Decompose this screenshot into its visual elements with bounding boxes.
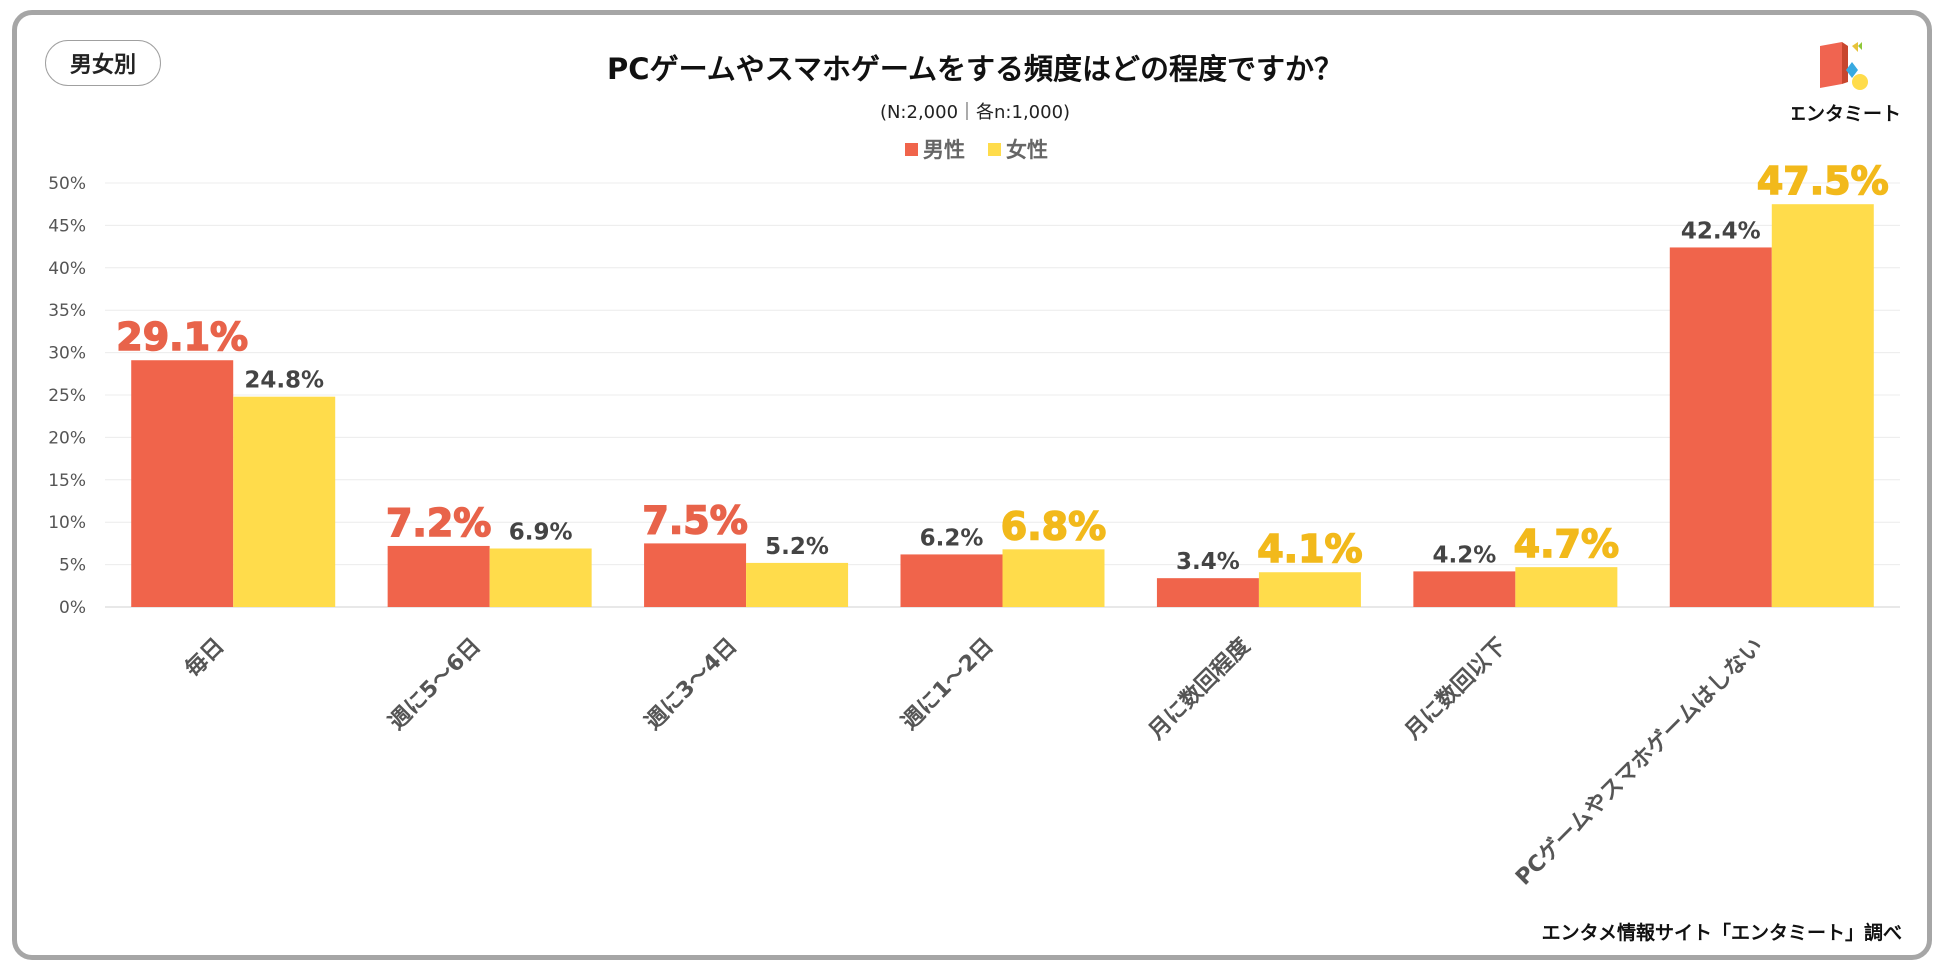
y-tick-label: 30%: [48, 344, 86, 364]
chart-subtitle: (N:2,000｜各n:1,000): [879, 102, 1071, 123]
bar-male: [900, 554, 1003, 607]
bar-female: [233, 396, 336, 607]
data-label: 4.1%: [1257, 527, 1362, 571]
y-tick-label: 0%: [59, 598, 86, 618]
segment-badge: 男女別: [45, 40, 161, 86]
bar-female: [1515, 567, 1618, 607]
legend-swatch: [988, 143, 1001, 156]
x-tick-label: 週に3～4日: [641, 634, 743, 736]
data-label: 7.5%: [642, 498, 747, 542]
chart-title: PCゲームやスマホゲームをする頻度はどの程度ですか？: [607, 52, 1343, 86]
y-tick-label: 20%: [48, 428, 86, 448]
data-label: 29.1%: [116, 315, 248, 359]
data-label: 5.2%: [765, 534, 829, 560]
x-tick-label: 月に数回以下: [1399, 633, 1511, 745]
legend: 男性 女性: [905, 138, 1048, 162]
bar-male: [1413, 571, 1516, 607]
bar-male: [131, 360, 234, 607]
data-label: 7.2%: [386, 501, 491, 545]
x-tick-label: 週に5～6日: [384, 634, 486, 736]
bar-female: [746, 562, 849, 607]
bar-female: [1771, 204, 1874, 607]
data-label: 42.4%: [1681, 218, 1761, 244]
y-tick-label: 35%: [48, 301, 86, 321]
bar-male: [1156, 578, 1259, 607]
data-label: 3.4%: [1176, 549, 1240, 575]
data-label: 4.7%: [1514, 522, 1619, 566]
legend-swatch: [905, 143, 918, 156]
y-tick-label: 45%: [48, 216, 86, 236]
entameet-logo-icon: エンタミート: [1792, 42, 1901, 125]
value-labels: 29.1% 24.8% 7.2% 6.9% 7.5% 5.2% 6.2% 6.8% 3.4% 4.…: [116, 158, 1890, 575]
legend-label: 女性: [1006, 138, 1048, 162]
y-tick-label: 10%: [48, 513, 86, 533]
x-tick-label: PCゲームやスマホゲームはしない: [1511, 634, 1768, 891]
x-tick-label: 毎日: [181, 634, 230, 683]
y-tick-label: 50%: [48, 174, 86, 194]
data-label: 6.9%: [509, 519, 573, 545]
bar-male: [644, 543, 747, 607]
x-axis: 毎日 週に5～6日 週に3～4日 週に1～2日 月に数回程度 月に数回以下 PCゲームやスマ…: [181, 632, 1768, 890]
source-note: エンタメ情報サイト「エンタミート」調べ: [1541, 922, 1902, 944]
y-tick-label: 5%: [59, 556, 86, 576]
bar-male: [1669, 247, 1772, 607]
legend-label: 男性: [923, 138, 965, 162]
bar-female: [489, 548, 592, 607]
bar-female: [1258, 572, 1361, 607]
x-tick-label: 月に数回程度: [1143, 632, 1256, 745]
data-label: 4.2%: [1432, 542, 1496, 568]
bar-female: [1002, 549, 1105, 607]
y-axis: 0% 5% 10% 15% 20% 25% 30% 35% 40% 45% 50%: [48, 174, 86, 618]
y-tick-label: 15%: [48, 471, 86, 491]
y-tick-label: 25%: [48, 386, 86, 406]
data-label: 6.2%: [920, 525, 984, 551]
logo-wordmark: エンタミート: [1792, 103, 1901, 125]
data-label: 47.5%: [1757, 159, 1889, 203]
bar-male: [387, 545, 490, 607]
data-label: 6.8%: [1001, 504, 1106, 548]
bars: [131, 204, 1874, 607]
y-tick-label: 40%: [48, 259, 86, 279]
x-tick-label: 週に1～2日: [897, 634, 999, 736]
data-label: 24.8%: [244, 368, 324, 394]
